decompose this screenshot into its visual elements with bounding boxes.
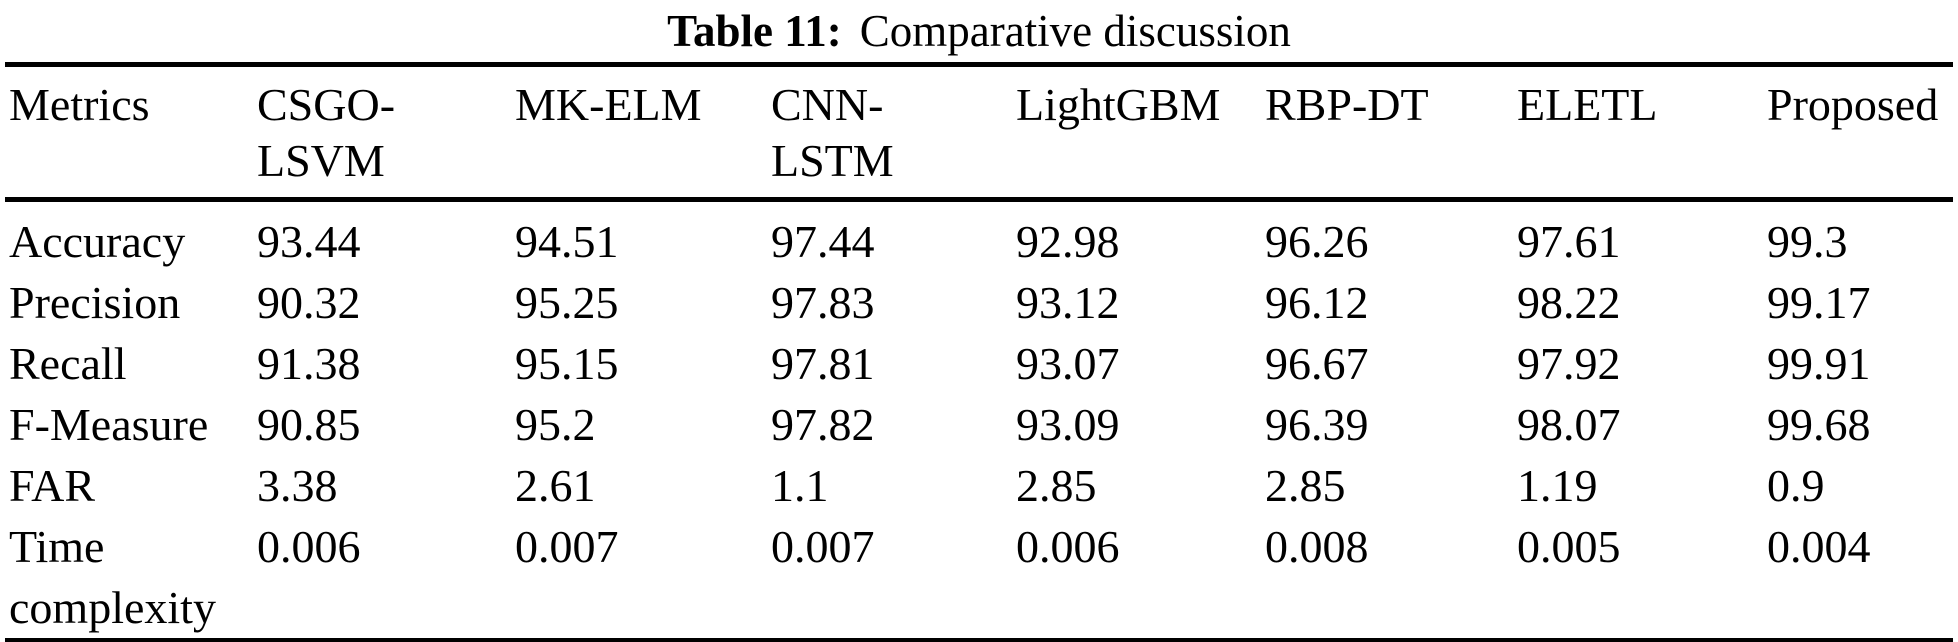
- header-line: Metrics: [9, 79, 150, 130]
- value-cell: 99.3: [1767, 216, 1848, 267]
- header-row: Metrics CSGO- LSVM MK-ELM CNN- LSTM Ligh…: [5, 64, 1953, 202]
- table-row-recall: Recall 91.38 95.15 97.81 93.07 96.67 97.…: [5, 333, 1953, 394]
- value-cell: 95.2: [515, 399, 596, 450]
- table-body: Accuracy 93.44 94.51 97.44 92.98 96.26 9…: [5, 200, 1953, 641]
- column-header-mk-elm: MK-ELM: [515, 64, 771, 202]
- column-header-proposed: Proposed: [1767, 64, 1953, 202]
- value-cell: 96.12: [1265, 277, 1369, 328]
- value-cell: 2.85: [1265, 460, 1346, 511]
- value-cell: 97.83: [771, 277, 875, 328]
- table-row-f-measure: F-Measure 90.85 95.2 97.82 93.09 96.39 9…: [5, 394, 1953, 455]
- value-cell: 0.005: [1517, 521, 1621, 572]
- value-cell: 0.007: [771, 521, 875, 572]
- header-line: ELETL: [1517, 79, 1658, 130]
- table-row-precision: Precision 90.32 95.25 97.83 93.12 96.12 …: [5, 272, 1953, 333]
- value-cell: 91.38: [257, 338, 361, 389]
- column-header-rbp-dt: RBP-DT: [1265, 64, 1517, 202]
- value-cell: 2.61: [515, 460, 596, 511]
- value-cell: 3.38: [257, 460, 338, 511]
- value-cell: 93.12: [1016, 277, 1120, 328]
- header-line: CSGO-: [257, 79, 396, 130]
- value-cell: 98.07: [1517, 399, 1621, 450]
- value-cell: 99.91: [1767, 338, 1871, 389]
- table-caption-title: Comparative discussion: [859, 6, 1291, 56]
- value-cell: 2.85: [1016, 460, 1097, 511]
- value-cell: 97.61: [1517, 216, 1621, 267]
- comparative-discussion-table: Metrics CSGO- LSVM MK-ELM CNN- LSTM Ligh…: [5, 62, 1953, 642]
- header-line: MK-ELM: [515, 79, 702, 130]
- value-cell: 96.39: [1265, 399, 1369, 450]
- value-cell: 95.15: [515, 338, 619, 389]
- value-cell: 1.1: [771, 460, 829, 511]
- column-header-metrics: Metrics: [5, 64, 257, 202]
- header-line: CNN-: [771, 79, 884, 130]
- value-cell: 98.22: [1517, 277, 1621, 328]
- value-cell: 0.006: [257, 521, 361, 572]
- table-row-accuracy: Accuracy 93.44 94.51 97.44 92.98 96.26 9…: [5, 200, 1953, 273]
- value-cell: 99.17: [1767, 277, 1871, 328]
- value-cell: 96.26: [1265, 216, 1369, 267]
- value-cell: 93.09: [1016, 399, 1120, 450]
- value-cell: 93.44: [257, 216, 361, 267]
- metric-cell: F-Measure: [9, 399, 209, 450]
- value-cell: 97.44: [771, 216, 875, 267]
- value-cell: 0.007: [515, 521, 619, 572]
- metric-line: Time: [9, 521, 105, 572]
- value-cell: 90.85: [257, 399, 361, 450]
- value-cell: 0.006: [1016, 521, 1120, 572]
- header-line: LSVM: [257, 135, 385, 186]
- value-cell: 0.004: [1767, 521, 1871, 572]
- value-cell: 96.67: [1265, 338, 1369, 389]
- table-row-time-complexity: Time complexity 0.006 0.007 0.007 0.006 …: [5, 516, 1953, 640]
- value-cell: 0.9: [1767, 460, 1825, 511]
- table-caption-label: Table 11:: [667, 6, 842, 56]
- column-header-cnn-lstm: CNN- LSTM: [771, 64, 1016, 202]
- column-header-lightgbm: LightGBM: [1016, 64, 1265, 202]
- header-line: LSTM: [771, 135, 894, 186]
- value-cell: 95.25: [515, 277, 619, 328]
- header-line: LightGBM: [1016, 79, 1221, 130]
- header-line: RBP-DT: [1265, 79, 1429, 130]
- table-row-far: FAR 3.38 2.61 1.1 2.85 2.85 1.19 0.9: [5, 455, 1953, 516]
- metric-cell: Recall: [9, 338, 127, 389]
- metric-cell: Time complexity: [5, 516, 257, 640]
- value-cell: 90.32: [257, 277, 361, 328]
- value-cell: 97.82: [771, 399, 875, 450]
- value-cell: 99.68: [1767, 399, 1871, 450]
- table-header: Metrics CSGO- LSVM MK-ELM CNN- LSTM Ligh…: [5, 64, 1953, 202]
- column-header-csgo-lsvm: CSGO- LSVM: [257, 64, 515, 202]
- value-cell: 97.92: [1517, 338, 1621, 389]
- column-header-eletl: ELETL: [1517, 64, 1767, 202]
- value-cell: 94.51: [515, 216, 619, 267]
- metric-line: complexity: [9, 582, 216, 633]
- value-cell: 1.19: [1517, 460, 1598, 511]
- metric-cell: Precision: [9, 277, 181, 328]
- metric-cell: FAR: [9, 460, 96, 511]
- table-caption: Table 11: Comparative discussion: [0, 0, 1958, 62]
- value-cell: 92.98: [1016, 216, 1120, 267]
- value-cell: 97.81: [771, 338, 875, 389]
- header-line: Proposed: [1767, 79, 1939, 130]
- value-cell: 93.07: [1016, 338, 1120, 389]
- metric-cell: Accuracy: [9, 216, 186, 267]
- value-cell: 0.008: [1265, 521, 1369, 572]
